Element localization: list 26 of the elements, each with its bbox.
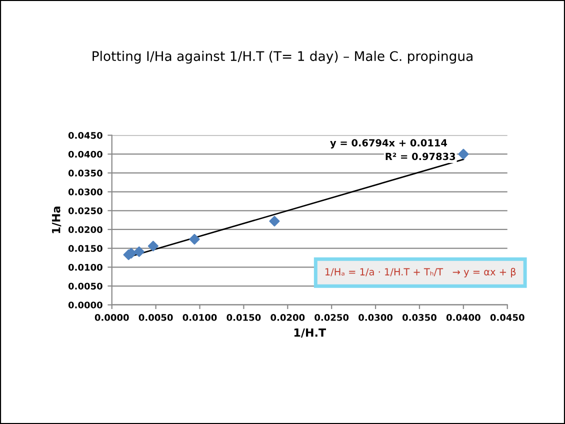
y-tick-label: 0.0400: [68, 150, 102, 158]
y-tick-label: 0.0050: [68, 282, 102, 290]
annotation: y = 0.6794x + 0.0114: [330, 139, 448, 148]
y-tick-label: 0.0300: [68, 188, 102, 196]
x-tick-label: 0.0000: [94, 314, 129, 321]
y-tick-label: 0.0150: [68, 245, 102, 252]
x-tick-label: 0.0450: [490, 314, 524, 321]
annotation: 1/Hₐ = 1/a · 1/H.T + Tₕ/T → y = αx + β: [325, 268, 516, 278]
y-tick-label: 0.0000: [68, 302, 102, 308]
y-tick-label: 0.0350: [68, 170, 102, 177]
x-tick-label: 0.0300: [358, 314, 393, 321]
y-tick-label: 0.0250: [68, 207, 102, 214]
chart-title: Plotting I/Ha against 1/H.T (T= 1 day) – Male C. propingua: [92, 50, 472, 64]
annotation: R² = 0.97833: [386, 152, 456, 160]
x-tick-label: 0.0250: [314, 314, 349, 321]
y-tick-label: 0.0200: [68, 226, 102, 234]
y-tick-label: 0.0100: [68, 264, 102, 271]
x-tick-label: 0.0100: [182, 314, 217, 321]
y-tick-label: 0.0450: [68, 132, 102, 139]
x-tick-label: 0.0050: [138, 314, 173, 321]
y-axis-title: 1/Ha: [52, 206, 62, 234]
x-tick-label: 0.0400: [446, 314, 480, 321]
x-axis-title: 1/H.T: [294, 328, 326, 338]
x-tick-label: 0.0350: [402, 314, 436, 321]
x-tick-label: 0.0150: [226, 314, 261, 321]
x-tick-label: 0.0200: [270, 314, 305, 321]
